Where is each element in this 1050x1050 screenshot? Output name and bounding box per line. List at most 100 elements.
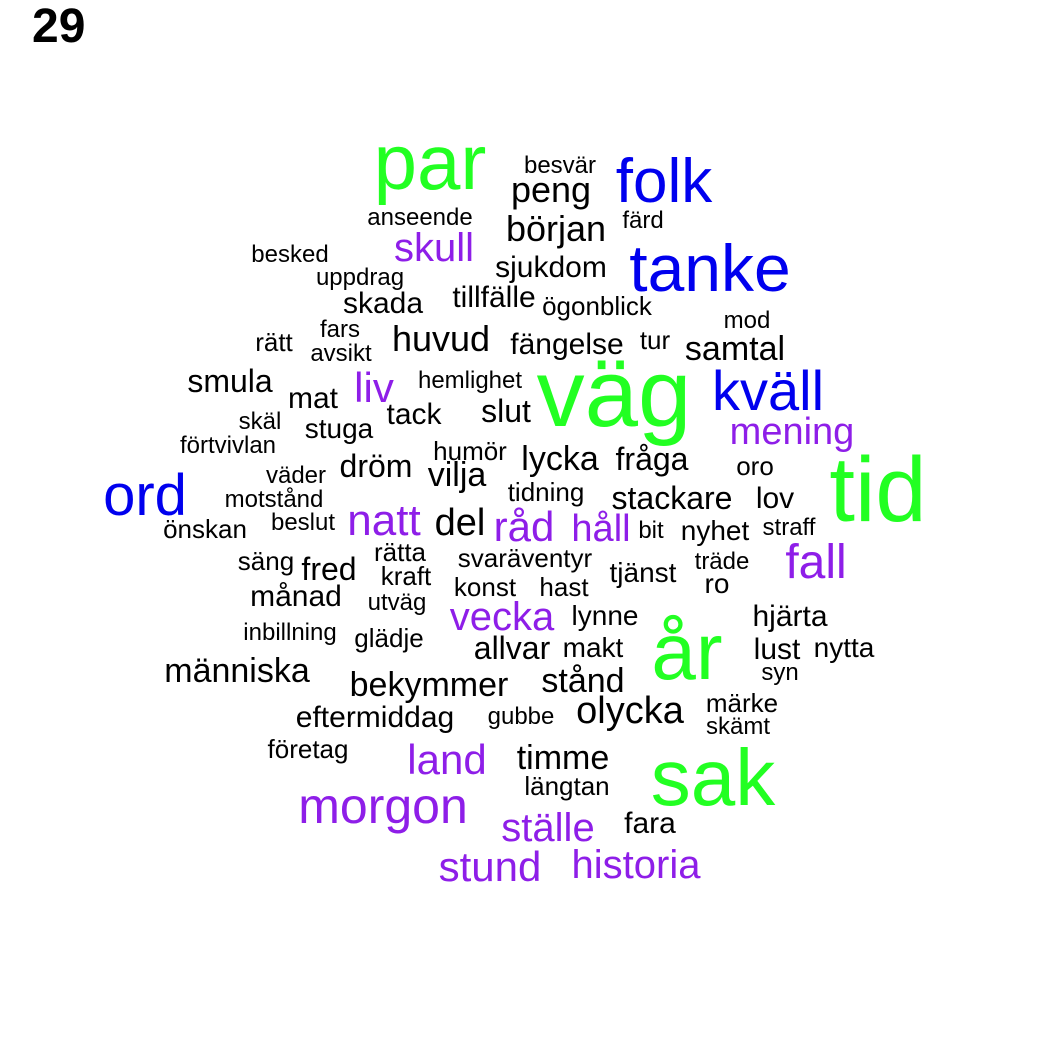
word-straff: straff (762, 514, 816, 541)
word-kvall: kväll (711, 359, 825, 422)
word-svaraventyr: svaräventyr (457, 543, 593, 573)
word-vilja: vilja (427, 456, 487, 494)
word-gladje: glädje (354, 623, 424, 653)
word-olycka: olycka (576, 690, 684, 732)
word-sang: säng (237, 546, 295, 576)
word-drom: dröm (339, 448, 413, 484)
word-tidning: tidning (507, 477, 585, 507)
word-kraft: kraft (380, 561, 432, 591)
word-allvar: allvar (473, 630, 551, 666)
word-hall: håll (571, 508, 631, 550)
word-stund: stund (438, 843, 542, 890)
word-trade: träde (694, 548, 750, 575)
word-tanke: tanke (629, 231, 791, 305)
word-ratt: rätt (255, 327, 293, 357)
word-timme: timme (516, 739, 610, 777)
word-smula: smula (187, 363, 273, 399)
word-hjarta: hjärta (752, 600, 828, 633)
word-natt: natt (347, 496, 421, 545)
word-onskan: önskan (163, 514, 247, 544)
word-fraga: fråga (615, 441, 689, 477)
word-fara: fara (624, 807, 676, 840)
word-stand: stånd (541, 662, 625, 700)
word-rad: råd (493, 503, 555, 550)
word-hast: hast (539, 572, 589, 602)
word-fars: fars (319, 316, 361, 343)
word-stalle: ställe (501, 806, 595, 850)
word-besked: besked (251, 241, 329, 268)
word-mening: mening (729, 411, 855, 453)
word-nytta: nytta (813, 632, 875, 663)
word-samtal: samtal (684, 330, 786, 368)
word-sak: sak (650, 733, 776, 822)
word-besvar: besvär (523, 152, 597, 179)
word-skal: skäl (238, 408, 282, 435)
word-bit: bit (638, 517, 664, 544)
word-skada: skada (342, 287, 424, 320)
word-langtan: längtan (524, 771, 610, 801)
word-avsikt: avsikt (310, 340, 372, 367)
word-skull: skull (393, 226, 475, 270)
word-ratta: rätta (373, 537, 427, 567)
word-ar: år (651, 607, 723, 696)
word-syn: syn (761, 659, 799, 686)
word-land: land (407, 736, 487, 783)
word-mat: mat (287, 382, 339, 415)
word-foretag: företag (267, 734, 349, 764)
word-fangelse: fängelse (510, 328, 624, 361)
word-eftermiddag: eftermiddag (295, 701, 455, 734)
word-makt: makt (562, 632, 624, 663)
word-tack: tack (386, 398, 442, 431)
word-hemlighet: hemlighet (417, 367, 523, 394)
word-stackare: stackare (611, 480, 733, 516)
word-sjukdom: sjukdom (495, 251, 607, 284)
word-lov: lov (755, 482, 795, 515)
word-vader: väder (265, 462, 327, 489)
word-mod: mod (723, 307, 771, 334)
word-manad: månad (250, 580, 342, 613)
word-nyhet: nyhet (680, 515, 750, 546)
word-inbillning: inbillning (243, 619, 337, 646)
word-lust: lust (753, 633, 801, 666)
word-ogonblick: ögonblick (542, 291, 652, 321)
word-liv: liv (354, 364, 394, 411)
word-fred: fred (301, 551, 357, 587)
word-motstand: motstånd (224, 486, 324, 513)
word-gubbe: gubbe (487, 703, 555, 730)
word-fortvivlan: förtvivlan (179, 432, 277, 459)
word-manniska: människa (164, 652, 310, 690)
word-tur: tur (639, 325, 671, 355)
word-vecka: vecka (449, 595, 555, 639)
word-konst: konst (453, 572, 517, 602)
word-fall: fall (785, 536, 847, 589)
word-ord: ord (103, 463, 187, 528)
word-marke: märke (705, 688, 779, 718)
word-ro: ro (704, 568, 730, 599)
word-del: del (434, 502, 486, 544)
word-utvag: utväg (367, 589, 427, 616)
word-lycka: lycka (521, 440, 599, 478)
word-historia: historia (571, 843, 701, 887)
word-beslut: beslut (270, 509, 336, 536)
word-tillfalle: tillfälle (452, 281, 536, 314)
word-slut: slut (481, 393, 531, 429)
word-oro: oro (736, 451, 774, 481)
figure-number-label: 29 (32, 0, 86, 53)
word-lynne: lynne (571, 600, 639, 631)
word-vag: väg (536, 340, 692, 447)
word-par: par (373, 118, 487, 206)
word-tid: tid (829, 439, 927, 541)
word-tjanst: tjänst (609, 557, 677, 588)
word-folk: folk (615, 147, 713, 216)
word-anseende: anseende (367, 204, 473, 231)
word-borjan: början (505, 208, 607, 249)
word-uppdrag: uppdrag (315, 264, 405, 291)
word-stuga: stuga (304, 413, 374, 444)
word-peng: peng (510, 169, 592, 210)
word-bekymmer: bekymmer (349, 666, 509, 704)
word-morgon: morgon (298, 778, 468, 834)
word-fard: färd (622, 207, 664, 234)
word-skamt: skämt (705, 713, 771, 740)
word-humor: humör (433, 436, 507, 466)
